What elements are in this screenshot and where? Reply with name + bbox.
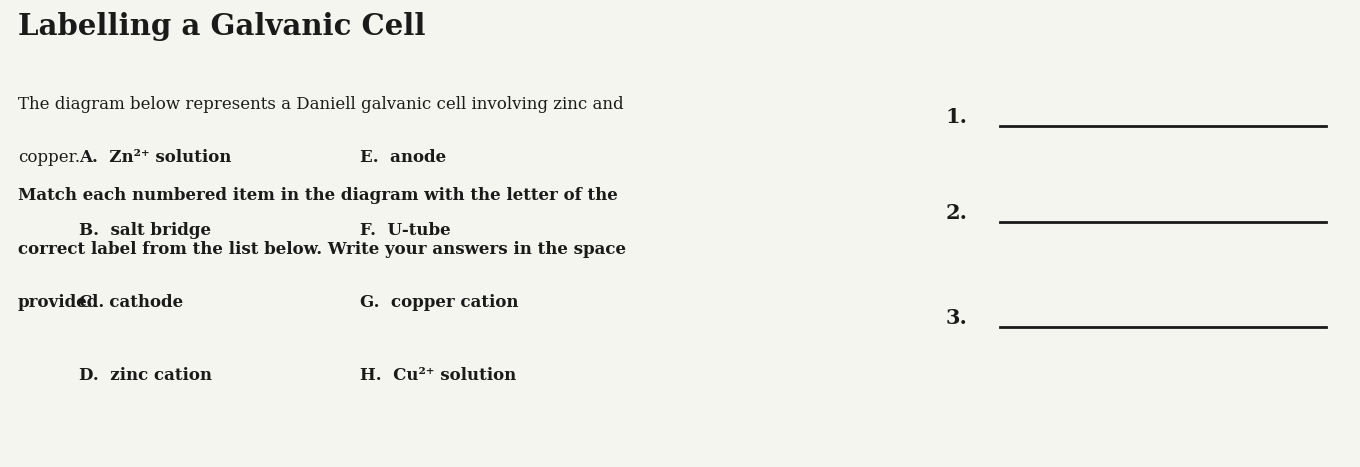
Text: correct label from the list below. Write your answers in the space: correct label from the list below. Write… [18,241,626,257]
Text: H.  Cu²⁺ solution: H. Cu²⁺ solution [360,367,517,383]
Text: G.  copper cation: G. copper cation [360,294,520,311]
Text: C.  cathode: C. cathode [79,294,184,311]
Text: E.  anode: E. anode [360,149,446,166]
Text: D.  zinc cation: D. zinc cation [79,367,212,383]
Text: A.  Zn²⁺ solution: A. Zn²⁺ solution [79,149,231,166]
Text: Labelling a Galvanic Cell: Labelling a Galvanic Cell [18,12,426,41]
Text: F.  U-tube: F. U-tube [360,222,452,239]
Text: 1.: 1. [945,107,967,127]
Text: 3.: 3. [945,308,967,328]
Text: copper.: copper. [18,149,80,166]
Text: B.  salt bridge: B. salt bridge [79,222,211,239]
Text: provided.: provided. [18,294,105,311]
Text: Match each numbered item in the diagram with the letter of the: Match each numbered item in the diagram … [18,187,617,204]
Text: The diagram below represents a Daniell galvanic cell involving zinc and: The diagram below represents a Daniell g… [18,96,623,113]
Text: 2.: 2. [945,203,967,223]
